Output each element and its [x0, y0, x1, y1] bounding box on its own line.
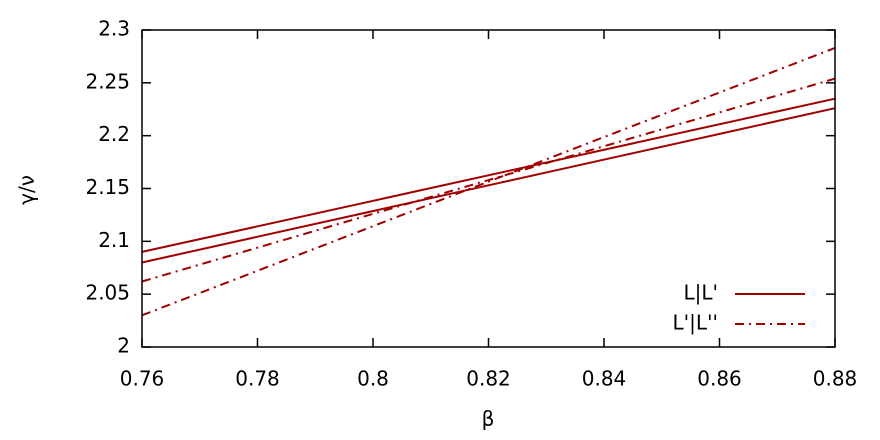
line — [141, 77, 836, 283]
line — [141, 97, 836, 253]
y-tick-label: 2.05 — [85, 281, 130, 305]
y-tick-label: 2.25 — [85, 69, 130, 93]
y-tick-label: 2 — [117, 334, 130, 358]
x-axis-label: β — [482, 407, 495, 431]
x-tick-label: 0.78 — [235, 367, 280, 391]
x-tick-label: 0.84 — [582, 367, 627, 391]
x-tick-label: 0.8 — [357, 367, 389, 391]
y-tick-label: 2.3 — [98, 17, 130, 41]
x-tick-label: 0.76 — [120, 367, 165, 391]
y-tick-label: 2.15 — [85, 175, 130, 199]
legend-label: L'|L'' — [672, 311, 718, 335]
y-axis-label: γ/ν — [15, 175, 39, 205]
y-tick-label: 2.1 — [98, 228, 130, 252]
legend-label: L|L' — [683, 281, 718, 305]
x-tick-label: 0.88 — [813, 367, 858, 391]
x-tick-label: 0.86 — [697, 367, 742, 391]
y-tick-label: 2.2 — [98, 122, 130, 146]
line — [141, 47, 836, 317]
line — [141, 107, 836, 264]
x-tick-label: 0.82 — [466, 367, 511, 391]
plot-frame — [141, 29, 836, 348]
